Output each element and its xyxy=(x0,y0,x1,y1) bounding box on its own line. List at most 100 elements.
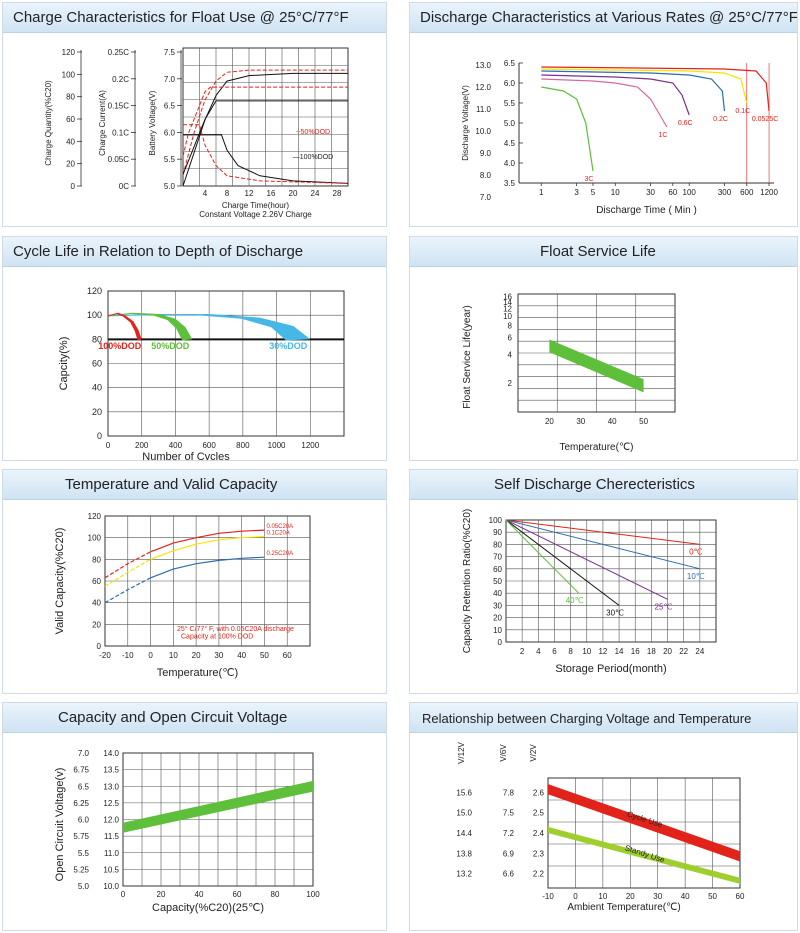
panel-title: Discharge Characteristics at Various Rat… xyxy=(420,9,798,26)
capacity-curve-0.25C20A xyxy=(150,556,265,579)
y-tick-label: 20 xyxy=(66,160,75,169)
y-tick-label-inner: 5.75 xyxy=(73,832,89,841)
x-tick-label: 22 xyxy=(679,647,688,656)
x-tick-label: 5 xyxy=(591,188,596,197)
y-tick-label: 5.0 xyxy=(164,182,176,191)
discharge-curve-0.6C xyxy=(541,74,690,116)
x-tick-label: 4 xyxy=(203,189,208,198)
y-tick-label: 100 xyxy=(88,534,102,543)
x-tick-label: 12 xyxy=(245,189,254,198)
series-label: 0.0525C xyxy=(752,116,778,123)
charge-current-curve xyxy=(183,124,349,184)
self-discharge-chart: 2 4 6 8 10 12 14 16 18 20 22 2410090807060504030201… xyxy=(462,509,717,675)
x-tick-label: 6 xyxy=(552,647,557,656)
x-tick-label: 40 xyxy=(237,651,246,660)
y-axis-label: Charge Quantity(%C20) xyxy=(44,80,53,166)
y-tick-label: 0 xyxy=(498,638,503,647)
y-tick-label: 20 xyxy=(493,614,502,623)
x-tick-label: 40 xyxy=(681,892,690,901)
y-tick-label: 100 xyxy=(62,70,76,79)
series-label: 1C xyxy=(658,132,667,139)
y-tick-label: 50 xyxy=(493,577,502,586)
x-tick-label: 8 xyxy=(225,189,230,198)
x-tick-label: 0 xyxy=(106,441,111,450)
series-label: 100%DOD xyxy=(98,341,142,351)
y-tick-label: 20 xyxy=(92,407,102,417)
x-axis-label: Charge Time(hour) xyxy=(222,201,289,210)
series-label: 0.1C20A xyxy=(266,531,289,537)
panel-header: Discharge Characteristics at Various Rat… xyxy=(410,3,797,33)
y-tick-label: 100 xyxy=(489,516,503,525)
panel-discharge-characteristics: Discharge Characteristics at Various Rat… xyxy=(409,2,798,227)
x-tick-label: 10 xyxy=(169,651,178,660)
y-tick-label: 0.15C xyxy=(108,102,130,111)
panel-header: Float Service Life xyxy=(410,237,797,267)
y-tick-label: 10 xyxy=(503,312,512,321)
y-tick-label-outer: 13.0 xyxy=(103,782,119,791)
series-label: 0.6C xyxy=(678,120,693,127)
x-tick-label: 4 xyxy=(536,647,541,656)
panel-charging-voltage-temperature: Relationship between Charging Voltage an… xyxy=(409,702,798,931)
panel-title: Capacity and Open Circuit Voltage xyxy=(58,709,288,726)
series-label: 30%DOD xyxy=(269,341,308,351)
x-tick-label: 300 xyxy=(718,188,732,197)
y-tick-label: 7.0 xyxy=(164,75,176,84)
panel-header: Charge Characteristics for Float Use @ 2… xyxy=(3,3,386,33)
y-tick-label: 90 xyxy=(493,528,502,537)
y-tick-label: 14.4 xyxy=(456,829,472,838)
cycle-life-band-50%DOD xyxy=(108,312,193,341)
y-axis-label: Capacity Retention Ratio(%C20) xyxy=(462,509,473,654)
y-tick-label-outer: 11.5 xyxy=(104,832,120,841)
battery-voltage-curve-50dod xyxy=(182,86,348,157)
capacity-curve-dashed-2 xyxy=(104,577,151,604)
x-tick-label: 30 xyxy=(646,188,655,197)
y-tick-label-inner: 3.5 xyxy=(504,179,516,188)
x-tick-label: 1 xyxy=(539,188,544,197)
x-tick-label: 20 xyxy=(157,890,166,899)
panel-title: Float Service Life xyxy=(540,243,656,260)
y-tick-label-inner: 4.5 xyxy=(504,139,516,148)
y-tick-label: 70 xyxy=(493,553,502,562)
self-discharge-line-0℃ xyxy=(505,519,700,545)
y-tick-label: 12 xyxy=(503,305,512,314)
x-tick-label: 16 xyxy=(267,189,276,198)
float-life-band xyxy=(549,339,644,393)
y-tick-label: 2.3 xyxy=(533,849,545,858)
x-tick-label: 14 xyxy=(615,647,624,656)
y-axis-label: Charge Current(A) xyxy=(98,90,107,156)
panel-title: Temperature and Valid Capacity xyxy=(65,476,278,493)
series-label: 0.25C20A xyxy=(266,551,293,557)
y-tick-label-inner: 6.0 xyxy=(78,816,90,825)
x-axis-label: Temperature(℃) xyxy=(157,667,238,679)
x-tick-label: 50 xyxy=(260,651,269,660)
series-label: 3C xyxy=(584,176,593,183)
x-tick-label: 60 xyxy=(283,651,292,660)
panel-cycle-life: Cycle Life in Relation to Depth of Disch… xyxy=(2,236,387,461)
y-axis-unit-label: V/12V xyxy=(457,741,466,763)
discharge-curve-0.0525C xyxy=(541,66,770,112)
y-tick-label: 30 xyxy=(493,601,502,610)
panel-title: Self Discharge Cherecteristics xyxy=(494,476,695,493)
x-tick-label: 20 xyxy=(192,651,201,660)
x-tick-label: 200 xyxy=(135,441,149,450)
x-tick-label: 1000 xyxy=(268,441,286,450)
y-tick-label: 2.4 xyxy=(533,829,545,838)
x-axis-sublabel: Constant Voltage 2.26V Charge xyxy=(199,210,312,219)
panel-header: Capacity and Open Circuit Voltage xyxy=(3,703,386,733)
y-tick-label-outer: 11.0 xyxy=(476,105,492,114)
y-tick-label: 0 xyxy=(97,642,102,651)
y-tick-label: 60 xyxy=(92,577,101,586)
x-tick-label: 24 xyxy=(311,189,320,198)
y-tick-label: 2 xyxy=(508,379,513,388)
series-label: 0.05C20A xyxy=(266,524,293,530)
x-tick-label: 1200 xyxy=(301,441,319,450)
x-tick-label: 30 xyxy=(214,651,223,660)
y-tick-label: 15.6 xyxy=(456,788,472,797)
y-tick-label: 0 xyxy=(71,182,76,191)
y-tick-label: 2.5 xyxy=(533,809,545,818)
x-tick-label: 400 xyxy=(169,441,183,450)
x-tick-label: 30 xyxy=(576,417,585,426)
cycle-life-chart: 0 200 400 600 800 1000 1200120100806040200Numb… xyxy=(58,286,345,460)
series-label: 25℃ xyxy=(655,602,673,611)
panel-float-service-life: Float Service Life 20 30 40 50 16 14 12 10 8 6 4 2 T… xyxy=(409,236,798,461)
